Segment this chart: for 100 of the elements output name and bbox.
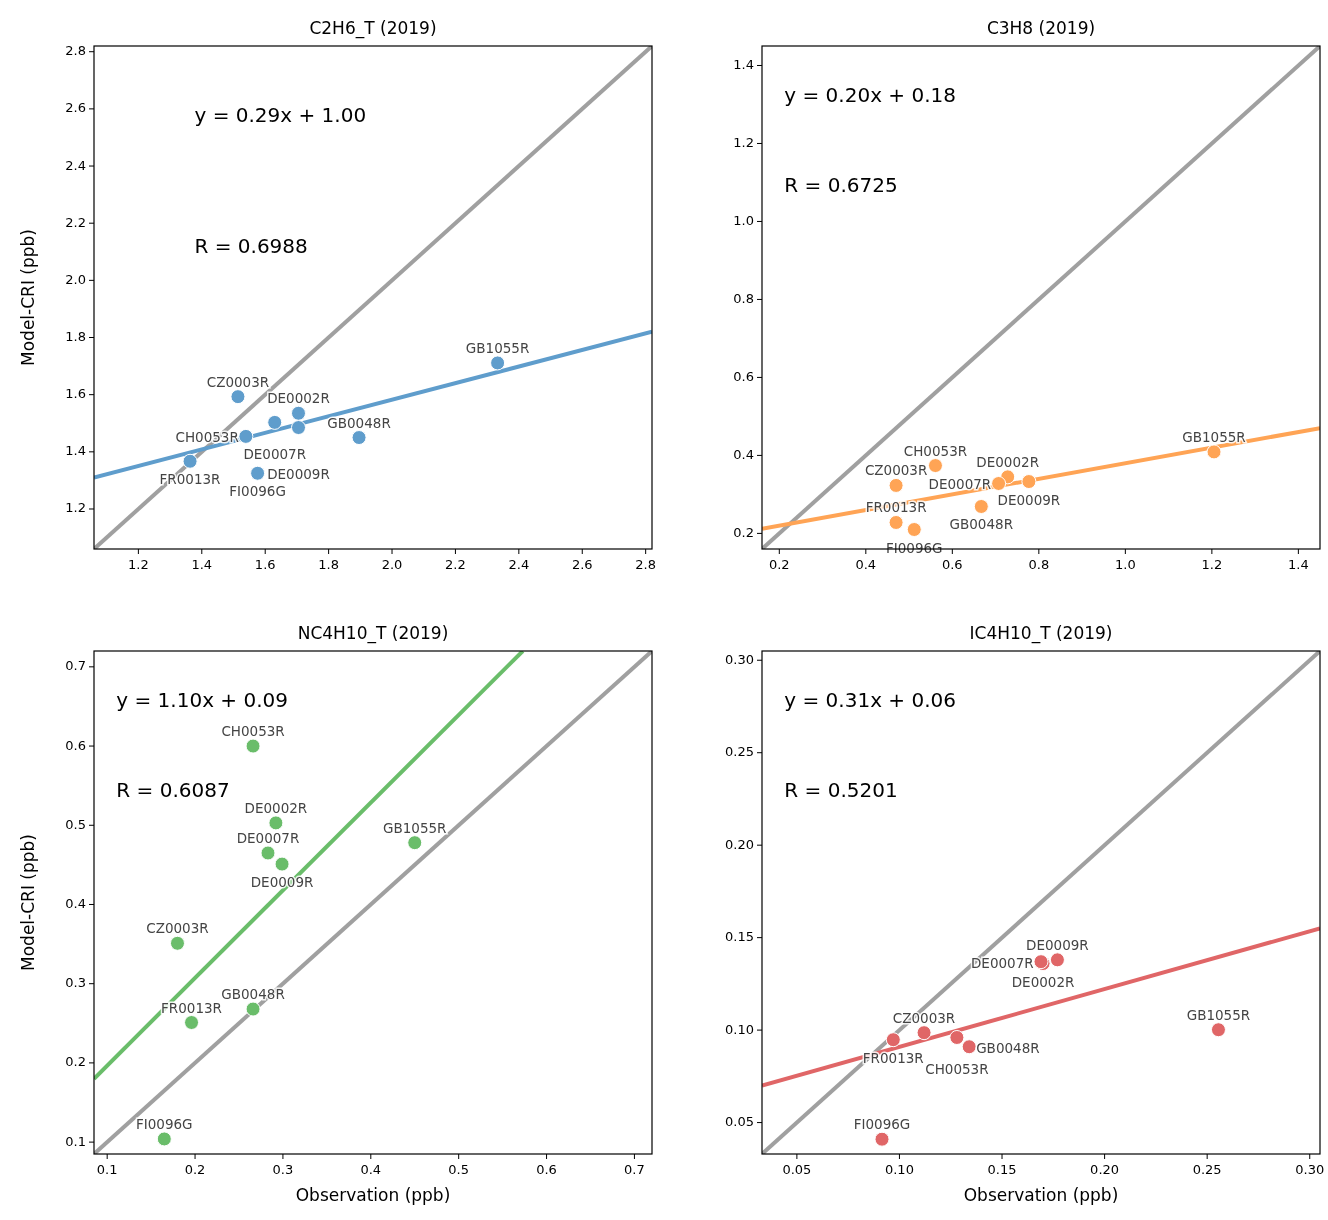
x-tick-label: 0.7 xyxy=(624,1162,645,1177)
y-tick-label: 0.3 xyxy=(65,975,86,991)
y-tick-label: 2.6 xyxy=(65,100,86,116)
point xyxy=(916,1025,932,1041)
annotation: DE0009R xyxy=(267,465,330,482)
x-tick-label: 2.6 xyxy=(571,557,593,572)
point xyxy=(274,856,290,872)
x-tick-label: 1.8 xyxy=(318,557,339,572)
annotation: FI0096G xyxy=(853,1116,911,1133)
y-tick-label: 1.4 xyxy=(65,443,86,459)
point xyxy=(490,355,506,371)
x-tick-label: 2.8 xyxy=(635,557,656,572)
annotation: GB0048R xyxy=(221,986,285,1003)
point xyxy=(267,414,283,430)
y-tick-label: 1.8 xyxy=(65,329,86,345)
point xyxy=(973,499,989,514)
x-tick-label: 0.3 xyxy=(272,1162,294,1177)
point xyxy=(169,935,185,951)
point xyxy=(927,458,943,474)
chart-title: C3H8 (2019) xyxy=(986,18,1096,38)
y-axis-title: Model-CRI (ppb) xyxy=(18,229,38,366)
point xyxy=(407,835,423,851)
y-tick-label: 2.0 xyxy=(65,271,86,287)
point xyxy=(250,465,266,481)
point xyxy=(182,453,198,469)
point xyxy=(961,1039,977,1055)
annotation: R = 0.6725 xyxy=(784,173,898,198)
x-tick-label: 2.4 xyxy=(508,557,530,572)
annotation: CZ0003R xyxy=(146,920,209,937)
x-axis-title: Observation (ppb) xyxy=(295,1185,451,1205)
x-tick-label: 0.8 xyxy=(1028,557,1050,572)
point xyxy=(888,514,904,530)
annotation: y = 0.29x + 1.00 xyxy=(194,102,367,127)
annotation: CZ0003R xyxy=(206,373,270,390)
y-tick-label: 0.2 xyxy=(65,1054,86,1070)
point xyxy=(290,405,306,421)
annotation: R = 0.6988 xyxy=(194,233,308,258)
annotation: DE0007R xyxy=(928,476,992,493)
y-tick-label: 0.25 xyxy=(725,744,754,760)
x-tick-label: 0.4 xyxy=(855,557,877,572)
point xyxy=(290,420,306,436)
point xyxy=(1021,474,1037,490)
x-tick-label: 1.6 xyxy=(254,557,276,572)
y-tick-label: 0.30 xyxy=(725,651,754,667)
y-tick-label: 0.05 xyxy=(725,1114,754,1130)
annotation: CZ0003R xyxy=(864,462,928,479)
annotation: GB1055R xyxy=(1182,428,1246,445)
annotation: CH0053R xyxy=(221,723,285,740)
y-tick-label: 1.4 xyxy=(733,57,754,72)
x-tick-label: 0.5 xyxy=(448,1162,470,1177)
annotation: CZ0003R xyxy=(892,1009,956,1026)
annotation: DE0007R xyxy=(243,446,307,463)
point xyxy=(1206,444,1222,460)
annotation: FR0013R xyxy=(862,1049,924,1066)
annotation: y = 1.10x + 0.09 xyxy=(116,687,289,712)
annotation: GB1055R xyxy=(465,339,530,356)
annotation: GB1055R xyxy=(1186,1006,1251,1023)
annotation: R = 0.6087 xyxy=(116,778,230,803)
annotation: DE0007R xyxy=(970,954,1034,971)
annotation: DE0007R xyxy=(236,829,300,846)
y-tick-label: 0.6 xyxy=(65,737,86,753)
x-tick-label: 0.6 xyxy=(941,557,963,572)
point xyxy=(885,1032,901,1048)
y-tick-label: 1.0 xyxy=(733,212,754,228)
y-tick-label: 0.4 xyxy=(65,895,86,911)
point xyxy=(888,477,904,493)
annotation: FI0096G xyxy=(229,483,286,500)
point xyxy=(260,845,276,861)
point xyxy=(238,428,254,444)
point xyxy=(1049,952,1065,968)
x-tick-label: 1.2 xyxy=(1201,557,1223,572)
point xyxy=(949,1030,965,1045)
y-tick-label: 0.5 xyxy=(65,816,86,832)
x-tick-label: 1.2 xyxy=(128,557,149,572)
point xyxy=(156,1131,172,1147)
x-axis-title: Observation (ppb) xyxy=(963,1185,1119,1205)
y-tick-label: 0.2 xyxy=(733,524,754,540)
point xyxy=(245,1001,261,1017)
x-tick-label: 2.0 xyxy=(381,557,403,572)
point xyxy=(268,815,284,831)
x-tick-label: 0.6 xyxy=(536,1162,557,1177)
annotation: DE0002R xyxy=(267,390,330,407)
y-tick-label: 0.10 xyxy=(725,1021,754,1037)
annotation: R = 0.5201 xyxy=(784,778,898,803)
y-tick-label: 0.4 xyxy=(733,446,754,462)
x-tick-label: 2.2 xyxy=(445,557,466,572)
y-tick-label: 1.2 xyxy=(65,500,86,516)
annotation: GB0048R xyxy=(949,516,1014,533)
annotation: DE0009R xyxy=(1026,936,1089,953)
x-tick-label: 0.20 xyxy=(1090,1162,1120,1177)
point xyxy=(230,389,246,405)
x-tick-label: 0.30 xyxy=(1295,1162,1325,1177)
annotation: FR0013R xyxy=(159,471,221,488)
y-tick-label: 0.6 xyxy=(733,368,754,384)
x-tick-label: 0.05 xyxy=(782,1162,812,1177)
x-tick-label: 0.10 xyxy=(884,1162,914,1177)
y-tick-label: 2.4 xyxy=(65,157,86,173)
y-tick-label: 0.15 xyxy=(725,929,754,945)
annotation: y = 0.20x + 0.18 xyxy=(784,82,957,107)
annotation: GB1055R xyxy=(383,819,447,836)
